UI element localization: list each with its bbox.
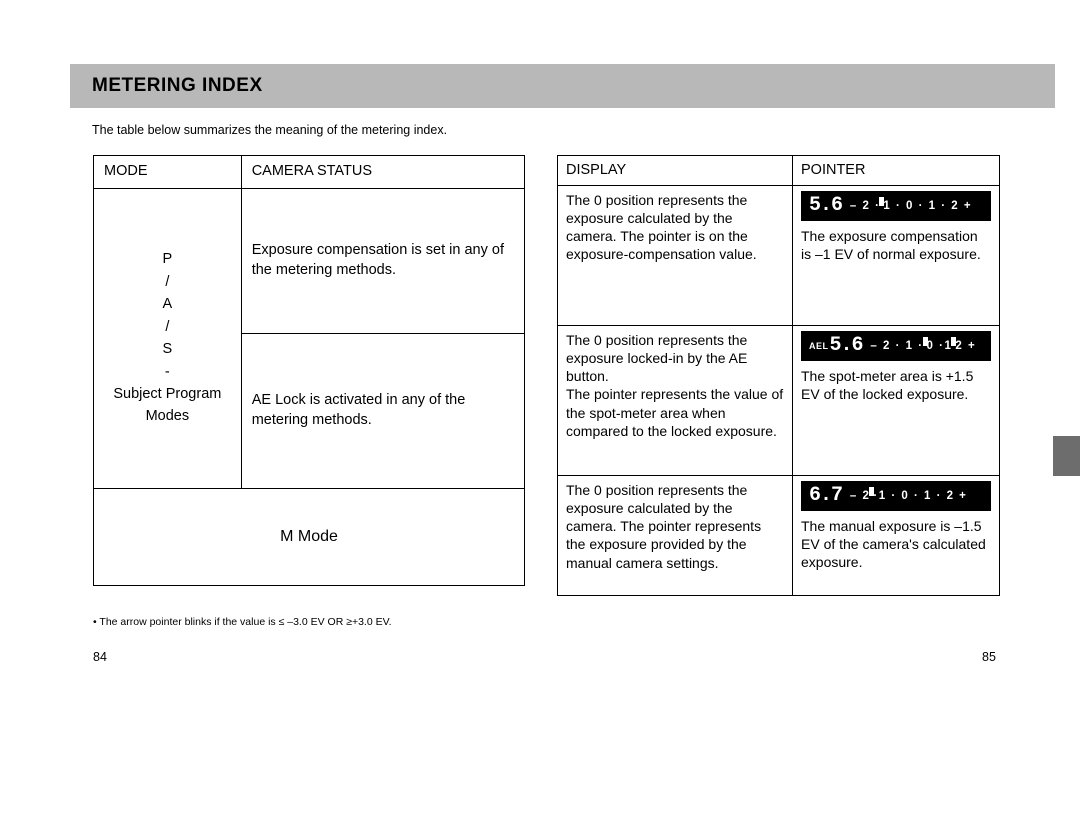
- lcd-marker-icon: [869, 487, 874, 496]
- lcd-aperture: 6.7: [809, 483, 842, 509]
- lcd-ael-label: AEL: [809, 341, 829, 353]
- table-header-row: MODE CAMERA STATUS: [94, 156, 525, 189]
- side-tab: [1053, 436, 1080, 476]
- lcd-display-r3: 6.7 – 2·1 · 0 · 1 · 2 +: [801, 481, 991, 511]
- display-text-r2: The 0 position represents the exposure l…: [558, 325, 793, 475]
- header-camera-status: CAMERA STATUS: [241, 156, 524, 189]
- table-row: The 0 position represents the exposure c…: [558, 185, 1000, 325]
- header-pointer: POINTER: [793, 156, 1000, 186]
- page-number-right: 85: [982, 650, 996, 664]
- mode-m-cell: M Mode: [94, 488, 525, 586]
- pointer-text-r1: The exposure compensation is –1 EV of no…: [801, 227, 991, 263]
- pointer-text-r3: The manual exposure is –1.5 EV of the ca…: [801, 517, 991, 572]
- intro-text: The table below summarizes the meaning o…: [92, 123, 447, 137]
- table-header-row: DISPLAY POINTER: [558, 156, 1000, 186]
- table-row: M Mode: [94, 488, 525, 586]
- pointer-cell-r3: 6.7 – 2·1 · 0 · 1 · 2 + The manual expos…: [793, 475, 1000, 595]
- mode-status-table: MODE CAMERA STATUS P / A / S - Subject P…: [93, 155, 525, 586]
- lcd-display-r2: AEL5.6 – 2 · 1 ·0 ·12 +: [801, 331, 991, 361]
- table-row: The 0 position represents the exposure c…: [558, 475, 1000, 595]
- status-exposure-comp: Exposure compensation is set in any of t…: [241, 188, 524, 333]
- table-row: P / A / S - Subject Program Modes Exposu…: [94, 188, 525, 333]
- lcd-aperture: 5.6: [830, 333, 863, 359]
- lcd-aperture: 5.6: [809, 193, 842, 219]
- display-pointer-table: DISPLAY POINTER The 0 position represent…: [557, 155, 1000, 596]
- lcd-scale: – 2 ·1 · 0 · 1 · 2 +: [850, 199, 972, 214]
- lcd-scale: – 2·1 · 0 · 1 · 2 +: [850, 489, 968, 504]
- lcd-scale: – 2 · 1 ·0 ·12 +: [870, 339, 976, 354]
- page-number-left: 84: [93, 650, 107, 664]
- status-ae-lock: AE Lock is activated in any of the meter…: [241, 333, 524, 488]
- display-text-r1: The 0 position represents the exposure c…: [558, 185, 793, 325]
- pointer-text-r2: The spot-meter area is +1.5 EV of the lo…: [801, 367, 991, 403]
- lcd-marker-icon: [923, 337, 928, 346]
- lcd-marker-icon: [951, 337, 956, 346]
- mode-pas-cell: P / A / S - Subject Program Modes: [94, 188, 242, 488]
- pointer-cell-r2: AEL5.6 – 2 · 1 ·0 ·12 + The spot-meter a…: [793, 325, 1000, 475]
- footnote: • The arrow pointer blinks if the value …: [93, 616, 392, 628]
- display-text-r3: The 0 position represents the exposure c…: [558, 475, 793, 595]
- lcd-marker-icon: [879, 197, 884, 206]
- section-header: METERING INDEX: [70, 64, 1055, 108]
- pointer-cell-r1: 5.6 – 2 ·1 · 0 · 1 · 2 + The exposure co…: [793, 185, 1000, 325]
- section-title: METERING INDEX: [92, 75, 263, 97]
- table-row: The 0 position represents the exposure l…: [558, 325, 1000, 475]
- header-mode: MODE: [94, 156, 242, 189]
- lcd-display-r1: 5.6 – 2 ·1 · 0 · 1 · 2 +: [801, 191, 991, 221]
- header-display: DISPLAY: [558, 156, 793, 186]
